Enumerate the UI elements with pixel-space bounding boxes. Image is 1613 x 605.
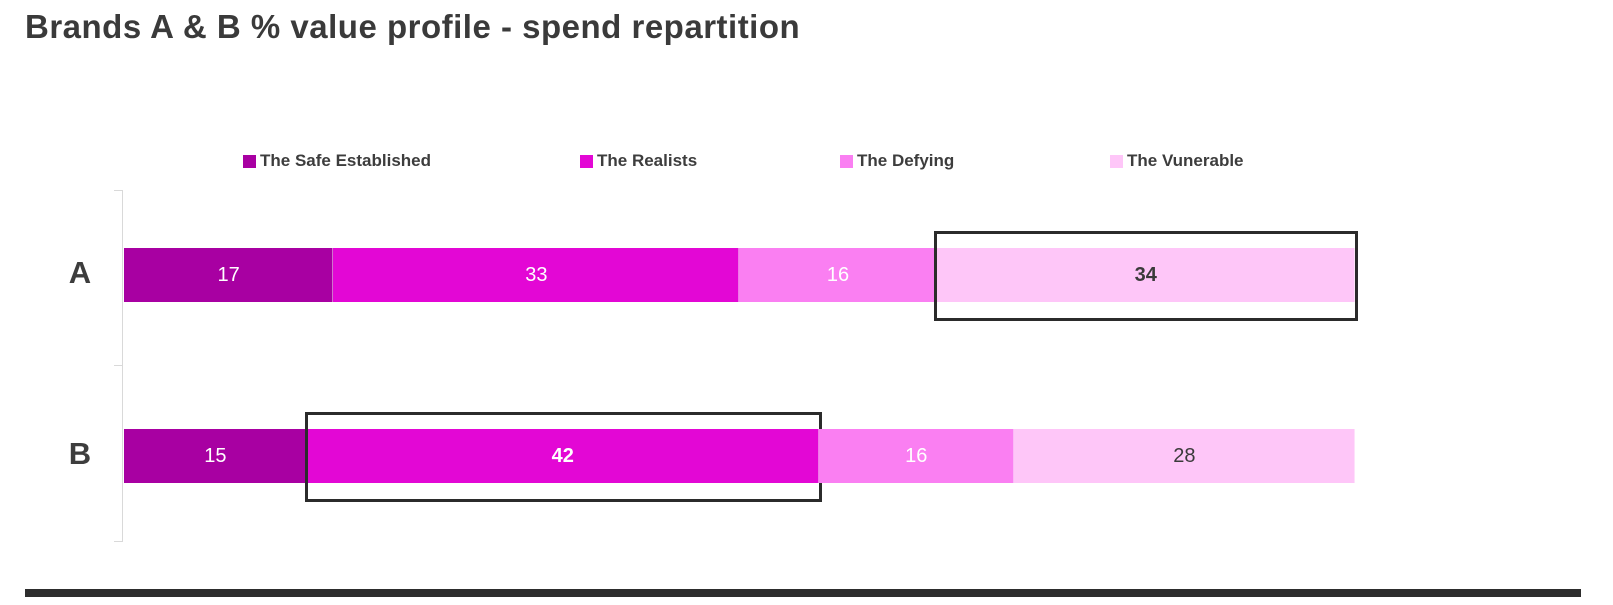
category-label-a: A [68, 255, 92, 290]
legend-swatch-icon [840, 154, 853, 168]
legend-label: The Realists [597, 151, 698, 170]
segment-the-realists: 33 [333, 248, 740, 302]
legend-item-the-defying: The Defying [840, 149, 954, 173]
segment-the-defying: 16 [739, 248, 937, 302]
legend-swatch-icon [580, 154, 593, 168]
segment-the-defying: 16 [818, 429, 1014, 483]
axis-tick [114, 190, 123, 191]
axis-tick [114, 365, 123, 366]
chart-title: Brands A & B % value profile - spend rep… [25, 8, 801, 45]
legend: The Safe Established The Realists The Defy… [0, 149, 1613, 173]
bar-row-a: 17 33 16 34 [124, 231, 1358, 321]
segment-the-vunerable: 28 [1013, 429, 1355, 483]
segment-the-realists: 42 [304, 412, 822, 502]
axis-tick [114, 541, 123, 542]
bottom-rule [25, 589, 1581, 597]
segment-the-safe-established: 17 [124, 248, 334, 302]
segment-value-label: 16 [905, 444, 928, 467]
segment-value-label: 17 [217, 263, 240, 286]
legend-swatch-icon [1110, 154, 1123, 168]
legend-label: The Safe Established [260, 151, 431, 170]
segment-value-label: 42 [551, 444, 574, 467]
category-label-b: B [68, 436, 92, 471]
legend-label: The Defying [857, 151, 955, 170]
segment-value-label: 28 [1173, 444, 1196, 467]
legend-item-the-vunerable: The Vunerable [1110, 149, 1244, 173]
bar-row-b: 15 42 16 28 [124, 412, 1355, 502]
segment-value-label: 15 [204, 444, 227, 467]
legend-item-the-safe-established: The Safe Established [243, 149, 431, 173]
segment-the-vunerable: 34 [934, 231, 1358, 321]
segment-value-label: 33 [525, 263, 548, 286]
segment-value-label: 16 [826, 263, 850, 286]
segment-value-label: 34 [1134, 263, 1157, 286]
legend-label: The Vunerable [1127, 151, 1244, 170]
segment-the-safe-established: 15 [124, 429, 307, 483]
legend-swatch-icon [243, 154, 256, 168]
legend-item-the-realists: The Realists [580, 149, 697, 173]
